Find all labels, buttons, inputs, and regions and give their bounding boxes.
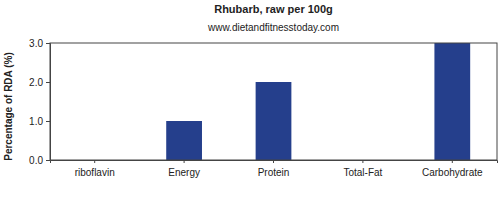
y-tick-label: 1.0: [29, 116, 43, 127]
x-tick-label: Carbohydrate: [422, 167, 483, 178]
x-tick-label: Total-Fat: [343, 167, 382, 178]
y-tick-label: 0.0: [29, 155, 43, 166]
x-tick-label: Protein: [258, 167, 290, 178]
x-tick-mark: [184, 160, 185, 163]
bar: [256, 82, 292, 160]
x-tick: Protein: [258, 160, 290, 178]
y-tick-mark: [46, 82, 50, 83]
y-tick-mark: [46, 43, 50, 44]
y-tick-mark: [46, 160, 50, 161]
y-tick-mark: [46, 121, 50, 122]
y-axis-title: Percentage of RDA (%): [3, 52, 14, 161]
chart: Rhubarb, raw per 100g www.dietandfitnesst…: [0, 0, 500, 200]
x-tick: riboflavin: [75, 160, 115, 178]
x-tick-mark: [362, 160, 363, 163]
x-tick: Total-Fat: [343, 160, 382, 178]
y-tick-label: 3.0: [29, 38, 43, 49]
y-axis: 0.0 1.0 2.0 3.0: [29, 38, 50, 166]
x-tick-mark: [94, 160, 95, 163]
y-tick: 2.0: [29, 77, 50, 88]
bar: [166, 121, 202, 160]
subtitle: www.dietandfitnesstoday.com: [207, 22, 339, 33]
title: Rhubarb, raw per 100g: [214, 3, 333, 15]
background: [0, 0, 500, 200]
y-axis-line: [46, 44, 51, 161]
y-tick: 1.0: [29, 116, 50, 127]
x-tick: Energy: [168, 160, 200, 178]
x-tick: Carbohydrate: [422, 160, 483, 178]
x-axis-line: [51, 161, 498, 164]
y-tick: 3.0: [29, 38, 50, 49]
bars: [166, 43, 470, 160]
x-tick-mark: [452, 160, 453, 163]
y-tick: 0.0: [29, 155, 50, 166]
x-tick-label: Energy: [168, 167, 200, 178]
x-tick-label: riboflavin: [75, 167, 115, 178]
bar: [434, 43, 470, 160]
x-axis: riboflavin Energy Protein Total-Fat Carbohyd…: [51, 160, 498, 178]
y-tick-label: 2.0: [29, 77, 43, 88]
plot-frame: [50, 43, 497, 160]
x-tick-mark: [273, 160, 274, 163]
